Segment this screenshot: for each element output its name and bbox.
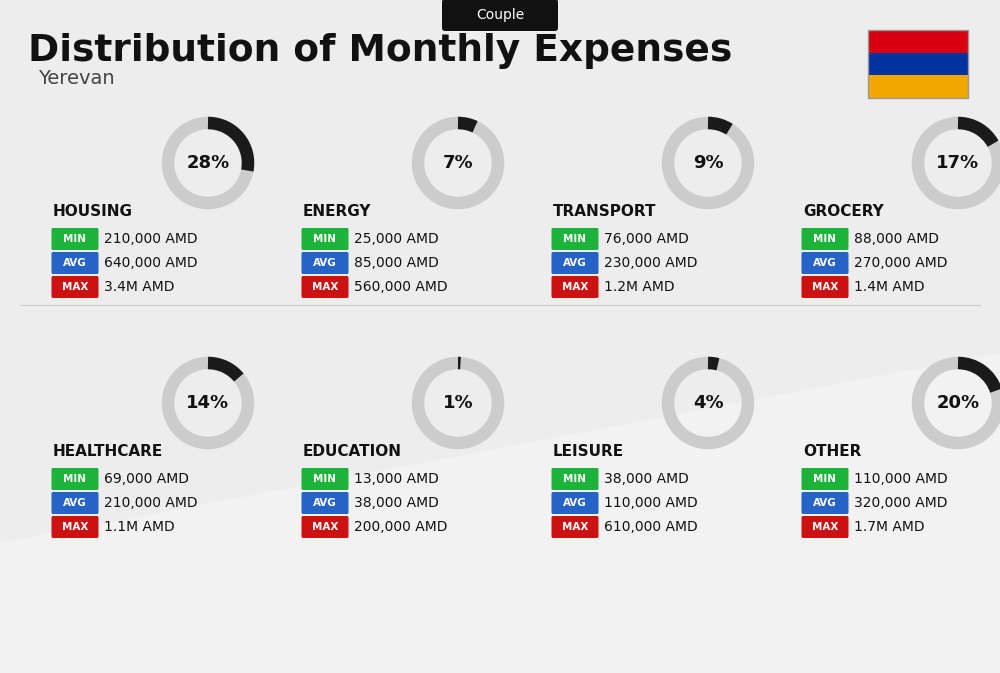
Bar (868, 30, 968, 52)
Text: 560,000 AMD: 560,000 AMD (354, 280, 448, 294)
Text: 88,000 AMD: 88,000 AMD (854, 232, 939, 246)
FancyBboxPatch shape (802, 276, 848, 298)
Text: TRANSPORT: TRANSPORT (553, 203, 656, 219)
Text: 38,000 AMD: 38,000 AMD (604, 472, 689, 486)
Text: ENERGY: ENERGY (303, 203, 372, 219)
Text: 1%: 1% (443, 394, 473, 412)
Text: 610,000 AMD: 610,000 AMD (604, 520, 698, 534)
Text: 640,000 AMD: 640,000 AMD (104, 256, 198, 270)
Text: OTHER: OTHER (803, 444, 861, 458)
Text: MAX: MAX (312, 522, 338, 532)
Text: 17%: 17% (936, 154, 980, 172)
Text: AVG: AVG (813, 498, 837, 508)
Text: MAX: MAX (812, 522, 838, 532)
FancyBboxPatch shape (52, 492, 98, 514)
Bar (868, 52, 968, 75)
FancyBboxPatch shape (552, 516, 598, 538)
Text: 4%: 4% (693, 394, 723, 412)
Text: MIN: MIN (314, 234, 336, 244)
FancyBboxPatch shape (52, 516, 98, 538)
Text: 1.2M AMD: 1.2M AMD (604, 280, 675, 294)
Text: 14%: 14% (186, 394, 230, 412)
Text: MAX: MAX (62, 522, 88, 532)
Text: 110,000 AMD: 110,000 AMD (854, 472, 948, 486)
Text: 230,000 AMD: 230,000 AMD (604, 256, 698, 270)
FancyBboxPatch shape (52, 276, 98, 298)
Text: LEISURE: LEISURE (553, 444, 624, 458)
Text: AVG: AVG (63, 498, 87, 508)
FancyBboxPatch shape (802, 228, 848, 250)
FancyBboxPatch shape (802, 252, 848, 274)
Text: 9%: 9% (693, 154, 723, 172)
FancyBboxPatch shape (552, 228, 598, 250)
Text: 25,000 AMD: 25,000 AMD (354, 232, 439, 246)
FancyBboxPatch shape (52, 468, 98, 490)
Text: EDUCATION: EDUCATION (303, 444, 402, 458)
Text: AVG: AVG (563, 258, 587, 268)
Text: AVG: AVG (563, 498, 587, 508)
Text: MIN: MIN (814, 474, 836, 484)
Text: 69,000 AMD: 69,000 AMD (104, 472, 189, 486)
Text: MAX: MAX (562, 282, 588, 292)
Text: 38,000 AMD: 38,000 AMD (354, 496, 439, 510)
FancyBboxPatch shape (802, 516, 848, 538)
Text: MAX: MAX (312, 282, 338, 292)
Text: 110,000 AMD: 110,000 AMD (604, 496, 698, 510)
Text: 20%: 20% (936, 394, 980, 412)
Text: MAX: MAX (562, 522, 588, 532)
FancyBboxPatch shape (52, 252, 98, 274)
Text: MIN: MIN (64, 474, 87, 484)
FancyBboxPatch shape (552, 252, 598, 274)
Bar (868, 30, 968, 98)
FancyBboxPatch shape (302, 228, 349, 250)
FancyBboxPatch shape (442, 0, 558, 31)
Text: AVG: AVG (63, 258, 87, 268)
Text: 7%: 7% (443, 154, 473, 172)
Text: MIN: MIN (564, 234, 586, 244)
Polygon shape (0, 0, 1000, 543)
Text: Distribution of Monthly Expenses: Distribution of Monthly Expenses (28, 33, 732, 69)
Text: MAX: MAX (812, 282, 838, 292)
Text: 200,000 AMD: 200,000 AMD (354, 520, 448, 534)
Text: Couple: Couple (476, 8, 524, 22)
Text: MIN: MIN (64, 234, 87, 244)
Text: 1.4M AMD: 1.4M AMD (854, 280, 925, 294)
FancyBboxPatch shape (302, 276, 349, 298)
Text: MIN: MIN (314, 474, 336, 484)
FancyBboxPatch shape (302, 252, 349, 274)
FancyBboxPatch shape (52, 228, 98, 250)
Text: Yerevan: Yerevan (38, 69, 115, 89)
Text: GROCERY: GROCERY (803, 203, 884, 219)
Text: 76,000 AMD: 76,000 AMD (604, 232, 689, 246)
Text: MIN: MIN (564, 474, 586, 484)
FancyBboxPatch shape (552, 276, 598, 298)
Text: AVG: AVG (313, 258, 337, 268)
FancyBboxPatch shape (302, 492, 349, 514)
FancyBboxPatch shape (302, 468, 349, 490)
Bar (868, 75, 968, 98)
Text: 1.7M AMD: 1.7M AMD (854, 520, 925, 534)
Text: AVG: AVG (313, 498, 337, 508)
FancyBboxPatch shape (552, 492, 598, 514)
Text: MAX: MAX (62, 282, 88, 292)
Text: MIN: MIN (814, 234, 836, 244)
Text: AVG: AVG (813, 258, 837, 268)
Text: 3.4M AMD: 3.4M AMD (104, 280, 175, 294)
Text: 210,000 AMD: 210,000 AMD (104, 232, 198, 246)
Text: HOUSING: HOUSING (53, 203, 133, 219)
Text: HEALTHCARE: HEALTHCARE (53, 444, 163, 458)
FancyBboxPatch shape (302, 516, 349, 538)
Text: 270,000 AMD: 270,000 AMD (854, 256, 948, 270)
Text: 28%: 28% (186, 154, 230, 172)
Text: 210,000 AMD: 210,000 AMD (104, 496, 198, 510)
Text: 1.1M AMD: 1.1M AMD (104, 520, 175, 534)
Text: 13,000 AMD: 13,000 AMD (354, 472, 439, 486)
FancyBboxPatch shape (552, 468, 598, 490)
FancyBboxPatch shape (802, 468, 848, 490)
Text: 320,000 AMD: 320,000 AMD (854, 496, 948, 510)
FancyBboxPatch shape (802, 492, 848, 514)
Text: 85,000 AMD: 85,000 AMD (354, 256, 439, 270)
